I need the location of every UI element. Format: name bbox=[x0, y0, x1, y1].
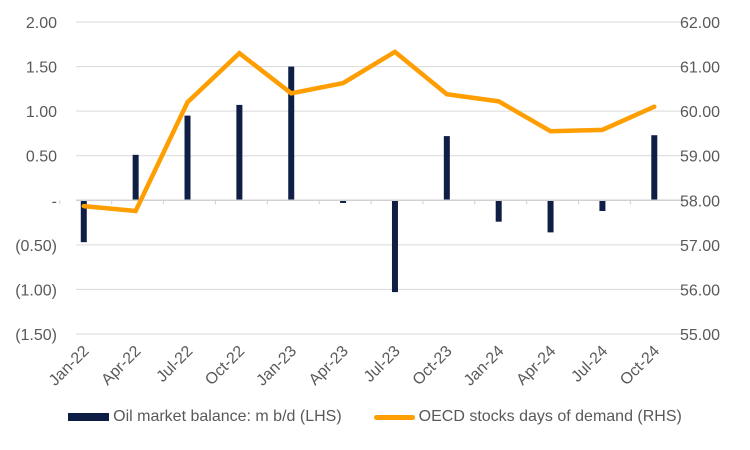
left-tick-label: (1.50) bbox=[15, 327, 57, 344]
bar-jul-22 bbox=[184, 115, 191, 201]
line-series bbox=[81, 49, 657, 214]
left-tick-label: 0.50 bbox=[26, 149, 57, 166]
x-tick-label: Jul-24 bbox=[568, 343, 611, 386]
line-oecd-stocks bbox=[81, 49, 657, 214]
x-tick-label: Apr-24 bbox=[513, 343, 559, 389]
legend: Oil market balance: m b/d (LHS) OECD sto… bbox=[0, 408, 750, 426]
left-tick-label: 2.00 bbox=[26, 15, 57, 32]
legend-label-oecd-stocks: OECD stocks days of demand (RHS) bbox=[418, 408, 682, 425]
x-tick-label: Jan-22 bbox=[46, 343, 93, 390]
right-tick-label: 62.00 bbox=[680, 15, 720, 32]
right-axis: 62.00 61.00 60.00 59.00 58.00 57.00 56.00 55.00 bbox=[680, 15, 720, 344]
legend-swatch-bar bbox=[68, 413, 110, 421]
legend-item-oecd-stocks: OECD stocks days of demand (RHS) bbox=[373, 408, 682, 426]
bar-jan-23 bbox=[288, 66, 295, 201]
right-tick-label: 57.00 bbox=[680, 238, 720, 255]
x-tick-label: Apr-22 bbox=[98, 343, 144, 389]
right-tick-label: 59.00 bbox=[680, 149, 720, 166]
x-tick-label: Jul-22 bbox=[154, 343, 197, 386]
right-tick-label: 61.00 bbox=[680, 60, 720, 77]
bar-apr-22 bbox=[132, 154, 139, 201]
x-tick-label: Apr-23 bbox=[306, 343, 352, 389]
bar-jan-22 bbox=[80, 200, 87, 243]
x-axis: Jan-22 Apr-22 Jul-22 Oct-22 Jan-23 Apr-23 Jul-… bbox=[46, 343, 663, 390]
bar-apr-24 bbox=[547, 200, 554, 233]
x-tick-label: Jul-23 bbox=[361, 343, 404, 386]
x-tick-label: Oct-23 bbox=[410, 343, 456, 389]
left-tick-label: 1.50 bbox=[26, 60, 57, 77]
bar-series bbox=[80, 66, 658, 293]
left-tick-label: - bbox=[52, 193, 57, 210]
x-tick-label: Jan-24 bbox=[461, 343, 508, 390]
zero-baseline bbox=[59, 199, 688, 205]
right-tick-label: 55.00 bbox=[680, 327, 720, 344]
left-tick-label: 1.00 bbox=[26, 104, 57, 121]
x-tick-label: Oct-24 bbox=[617, 343, 663, 389]
legend-swatch-line bbox=[373, 414, 415, 420]
left-tick-label: (0.50) bbox=[15, 238, 57, 255]
bar-jul-24 bbox=[599, 200, 606, 211]
gridlines bbox=[76, 21, 688, 335]
left-axis: 2.00 1.50 1.00 0.50 - (0.50) (1.00) (1.50) bbox=[15, 15, 57, 344]
bar-oct-23 bbox=[443, 136, 450, 201]
left-tick-label: (1.00) bbox=[15, 282, 57, 299]
bar-apr-23 bbox=[340, 200, 347, 203]
x-tick-label: Oct-22 bbox=[202, 343, 248, 389]
bar-jan-24 bbox=[495, 200, 502, 222]
legend-item-oil-balance: Oil market balance: m b/d (LHS) bbox=[68, 408, 342, 426]
right-tick-label: 60.00 bbox=[680, 104, 720, 121]
bar-oct-22 bbox=[236, 104, 243, 201]
right-tick-label: 58.00 bbox=[680, 193, 720, 210]
x-tick-label: Jan-23 bbox=[253, 343, 300, 390]
right-tick-label: 56.00 bbox=[680, 282, 720, 299]
legend-label-oil-balance: Oil market balance: m b/d (LHS) bbox=[113, 408, 342, 425]
bar-oct-24 bbox=[651, 135, 658, 201]
bar-jul-23 bbox=[391, 200, 398, 293]
